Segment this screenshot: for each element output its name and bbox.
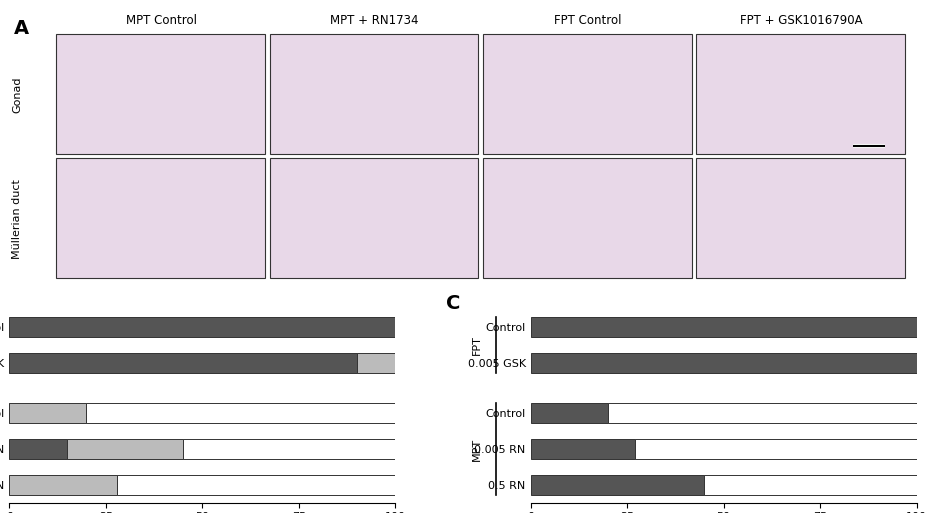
Text: FPT Control: FPT Control <box>554 14 621 27</box>
Bar <box>9 475 118 495</box>
Bar <box>68 439 183 459</box>
Bar <box>531 403 607 423</box>
FancyBboxPatch shape <box>56 158 265 278</box>
Bar <box>531 475 705 495</box>
Bar <box>9 403 86 423</box>
Text: FPT + GSK1016790A: FPT + GSK1016790A <box>740 14 862 27</box>
Text: Gonad: Gonad <box>12 76 22 113</box>
Bar <box>531 318 917 337</box>
FancyBboxPatch shape <box>696 34 905 154</box>
Bar <box>86 403 395 423</box>
FancyBboxPatch shape <box>696 158 905 278</box>
Bar <box>9 353 357 373</box>
Text: MPT: MPT <box>471 438 482 461</box>
Bar <box>9 439 68 459</box>
Text: FPT: FPT <box>471 335 482 355</box>
Text: C: C <box>445 294 460 313</box>
FancyBboxPatch shape <box>483 158 692 278</box>
Text: A: A <box>14 18 29 37</box>
Bar <box>531 353 917 373</box>
FancyBboxPatch shape <box>269 158 479 278</box>
Bar <box>635 439 917 459</box>
Text: MPT + RN1734: MPT + RN1734 <box>331 14 419 27</box>
Text: Müllerian duct: Müllerian duct <box>12 179 22 259</box>
Bar <box>607 403 917 423</box>
Bar <box>357 353 395 373</box>
Bar <box>705 475 917 495</box>
FancyBboxPatch shape <box>483 34 692 154</box>
FancyBboxPatch shape <box>269 34 479 154</box>
Bar <box>118 475 395 495</box>
Bar <box>183 439 395 459</box>
Text: MPT Control: MPT Control <box>126 14 196 27</box>
FancyBboxPatch shape <box>56 34 265 154</box>
Bar <box>531 439 635 459</box>
Bar <box>9 318 395 337</box>
